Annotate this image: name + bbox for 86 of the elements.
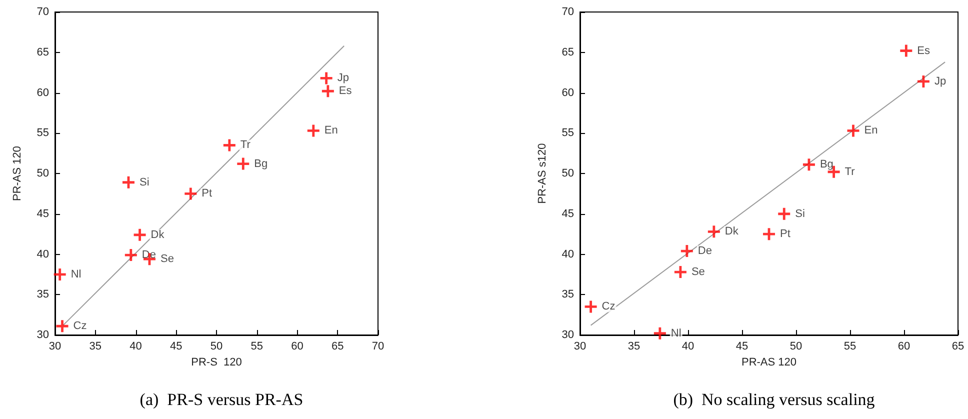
- annotation: Es: [338, 85, 352, 98]
- x-tick-label: 65: [332, 340, 344, 352]
- x-axis-title: PR-AS 120: [741, 356, 797, 368]
- point: [778, 208, 790, 220]
- x-tick-label: 40: [130, 340, 142, 352]
- y-tick-label: 65: [36, 46, 49, 58]
- y-axis-title: PR-AS s120: [536, 143, 548, 204]
- x-tick-label: 50: [790, 340, 802, 352]
- x-tick-label: 35: [89, 340, 102, 352]
- text: (b) No scaling versus scaling: [673, 390, 876, 409]
- annotation: Tr: [240, 139, 251, 152]
- point: [847, 124, 860, 137]
- y-tick-label: 45: [562, 208, 574, 220]
- annotation: Pt: [780, 228, 790, 240]
- annotation: Es: [917, 44, 930, 57]
- point: [184, 188, 197, 200]
- y-tick-label: 55: [562, 127, 574, 140]
- x-tick-label: 30: [48, 340, 62, 352]
- point: [124, 249, 137, 262]
- point: [763, 228, 775, 240]
- point: [134, 228, 146, 241]
- x-tick-label: 35: [628, 340, 640, 352]
- y-tick-label: 50: [36, 168, 49, 180]
- annotation: En: [864, 124, 878, 137]
- x-tick-label: 45: [736, 340, 748, 352]
- annotation: De: [698, 245, 712, 258]
- point: [56, 320, 68, 332]
- point: [802, 158, 815, 171]
- point: [900, 44, 912, 57]
- y-axis-title: PR-AS 120: [12, 146, 24, 202]
- point: [122, 176, 134, 188]
- annotation: Nl: [670, 327, 682, 340]
- point: [674, 266, 686, 278]
- point: [708, 226, 720, 238]
- annotation: Cz: [602, 300, 616, 313]
- x-tick-label: 50: [210, 340, 223, 352]
- y-tick-label: 70: [36, 6, 49, 18]
- annotation: Se: [691, 266, 705, 278]
- annotation: Jp: [337, 72, 349, 84]
- x-tick-label: 65: [952, 340, 964, 352]
- annotation: En: [324, 124, 338, 137]
- y-tick-label: 35: [36, 288, 49, 301]
- y-tick-label: 40: [562, 248, 574, 260]
- point: [54, 268, 66, 280]
- annotation: Dk: [724, 226, 739, 238]
- x-axis-title: PR-S 120: [191, 356, 242, 368]
- x-tick-label: 60: [291, 340, 304, 352]
- point: [654, 327, 666, 340]
- point: [307, 124, 320, 137]
- point: [320, 72, 332, 84]
- y-tick-label: 30: [562, 329, 574, 341]
- y-tick-label: 65: [562, 46, 574, 58]
- annotation: Nl: [70, 268, 82, 280]
- point: [322, 85, 334, 98]
- x-tick-label: 70: [372, 340, 384, 352]
- annotation: Se: [160, 253, 174, 266]
- point: [223, 139, 236, 152]
- annotation: Cz: [73, 320, 87, 332]
- point: [917, 75, 930, 88]
- x-tick-label: 55: [844, 340, 856, 352]
- annotation: Jp: [934, 75, 946, 88]
- x-tick-label: 30: [574, 340, 586, 352]
- y-tick-label: 35: [562, 288, 574, 301]
- point: [584, 300, 597, 313]
- y-tick-label: 55: [36, 127, 49, 140]
- x-tick-label: 55: [250, 340, 263, 352]
- y-tick-label: 30: [36, 329, 49, 341]
- annotation: Si: [795, 208, 805, 220]
- point: [237, 158, 250, 170]
- y-tick-label: 60: [36, 86, 49, 99]
- x-tick-label: 60: [898, 340, 910, 352]
- y-tick-label: 50: [562, 168, 574, 180]
- annotation: Si: [139, 176, 150, 188]
- text: (a) PR-S versus PR-AS: [140, 390, 304, 409]
- point: [680, 245, 693, 258]
- annotation: Dk: [150, 228, 165, 241]
- annotation: Tr: [844, 166, 856, 178]
- annotation: Bg: [820, 158, 834, 171]
- x-tick-label: 40: [682, 340, 694, 352]
- annotation: Bg: [254, 158, 268, 170]
- y-tick-label: 45: [36, 208, 49, 220]
- y-tick-label: 40: [36, 248, 49, 260]
- y-tick-label: 60: [562, 86, 574, 99]
- annotation: Pt: [202, 188, 212, 200]
- y-tick-label: 70: [562, 6, 574, 18]
- x-tick-label: 45: [170, 340, 182, 352]
